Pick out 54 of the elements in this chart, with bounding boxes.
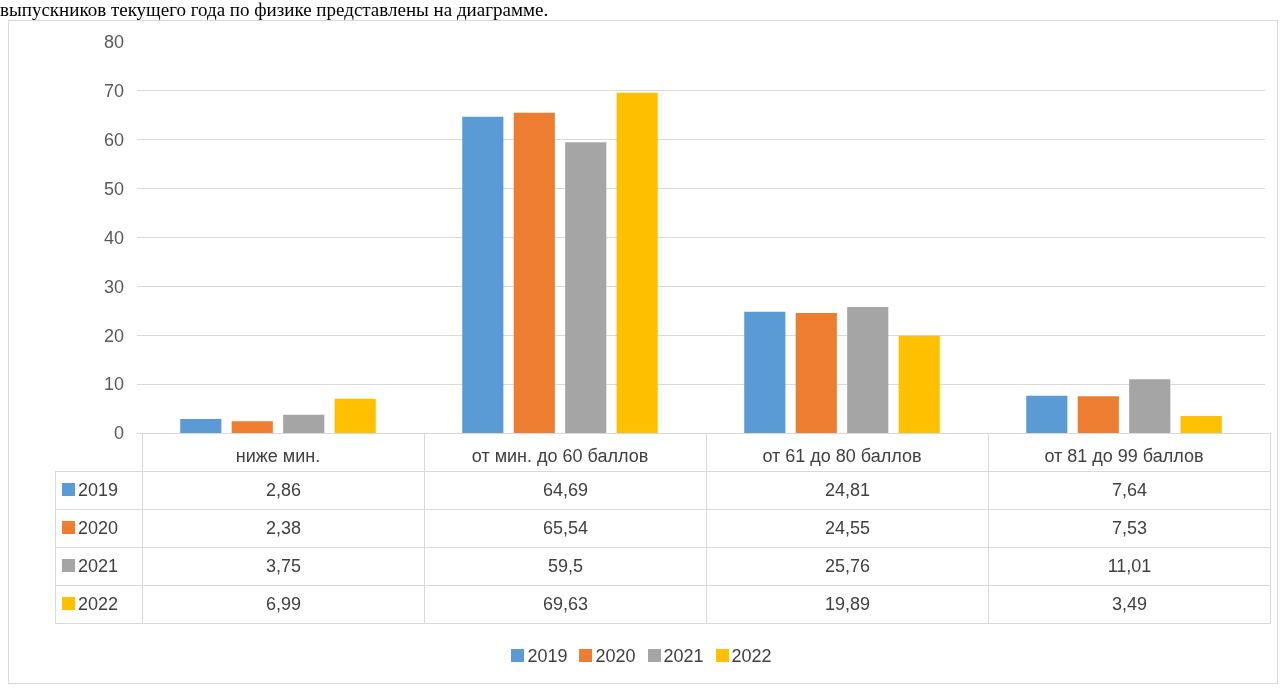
y-tick-label: 50	[103, 178, 124, 199]
data-label: 69,63	[424, 585, 707, 624]
data-label: 6,99	[142, 585, 425, 624]
data-label: 19,89	[706, 585, 989, 624]
data-label: 24,55	[706, 509, 989, 548]
legend-label: 2020	[55, 509, 143, 548]
data-label: 3,75	[142, 547, 425, 586]
legend-label: 2021	[55, 547, 143, 586]
bar	[283, 414, 325, 433]
bar	[616, 92, 658, 433]
legend-label: 2022	[730, 646, 772, 666]
y-tick-label: 30	[103, 276, 124, 297]
data-label: 65,54	[424, 509, 707, 548]
y-tick-label: 80	[103, 32, 124, 53]
bar	[565, 142, 607, 433]
bar	[847, 307, 889, 433]
bar	[462, 116, 504, 433]
bar	[334, 398, 376, 433]
bar	[744, 311, 786, 433]
bar	[898, 335, 940, 433]
y-tick-label: 40	[103, 227, 124, 248]
data-label: 7,64	[988, 471, 1271, 510]
bar	[231, 421, 273, 433]
y-tick-label: 70	[103, 81, 124, 102]
y-tick-label: 10	[103, 374, 124, 395]
data-label: 11,01	[988, 547, 1271, 586]
y-tick-label: 0	[113, 423, 124, 444]
x-tick-label: от 61 до 80 баллов	[762, 445, 922, 466]
bar	[1026, 395, 1068, 433]
text: 2020	[595, 646, 636, 666]
data-label: 7,53	[988, 509, 1271, 548]
y-tick-label: 20	[103, 325, 124, 346]
x-tick-label: ниже мин.	[235, 445, 321, 466]
data-label: 3,49	[988, 585, 1271, 624]
bar	[1129, 379, 1171, 433]
bar	[513, 112, 555, 433]
data-label: 25,76	[706, 547, 989, 586]
text: 2019	[527, 646, 568, 666]
data-label: 59,5	[424, 547, 707, 586]
data-label: 2,38	[142, 509, 425, 548]
x-tick-label: от мин. до 60 баллов	[471, 445, 649, 466]
legend-label: 2019	[55, 471, 143, 510]
bar	[180, 419, 222, 433]
data-label: 24,81	[706, 471, 989, 510]
data-label: 64,69	[424, 471, 707, 510]
text: выпускников текущего года по физике представлены на диаграмме.	[0, 0, 549, 20]
bar	[795, 313, 837, 433]
text: 2022	[78, 594, 119, 614]
x-tick-label: от 81 до 99 баллов	[1044, 445, 1204, 466]
text: 2021	[663, 646, 704, 666]
y-tick-label: 60	[103, 130, 124, 151]
bar	[1180, 415, 1222, 433]
data-label: 2,86	[142, 471, 425, 510]
bar	[1077, 396, 1119, 433]
